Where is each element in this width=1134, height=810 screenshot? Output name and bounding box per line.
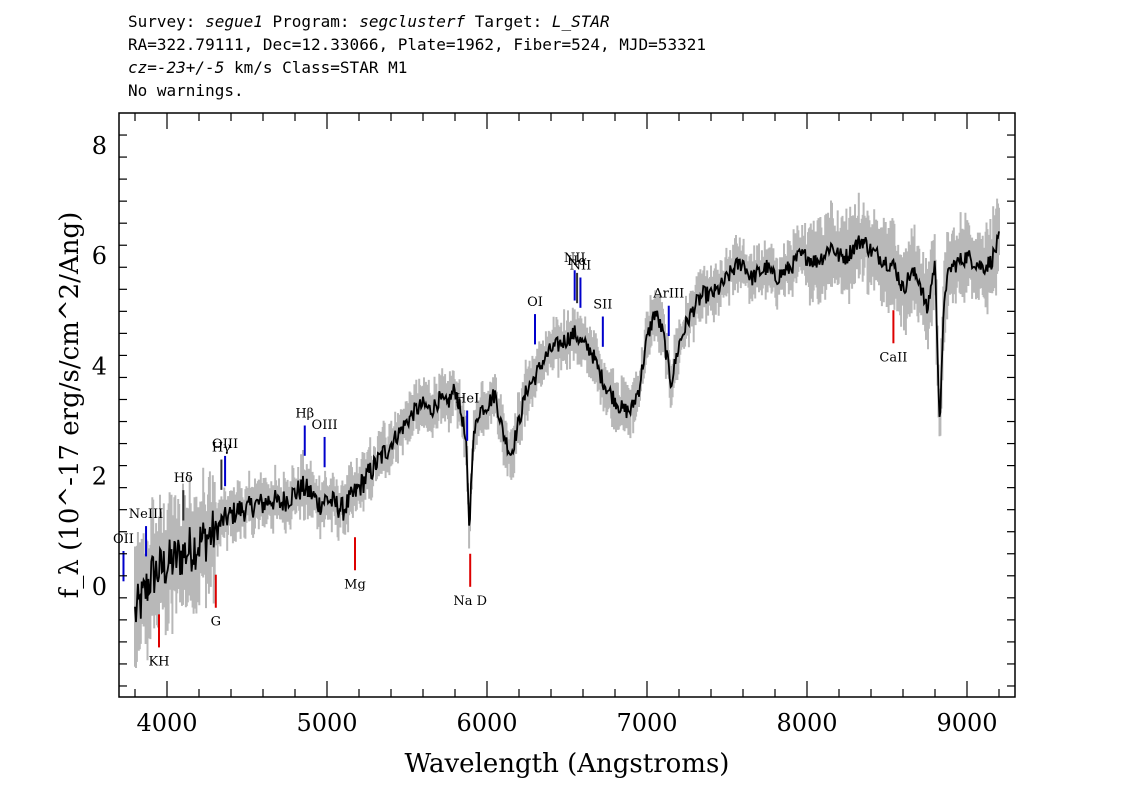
flux-series (134, 231, 1000, 623)
flux-line (134, 231, 1000, 623)
line-label-18: ArIII (652, 287, 684, 302)
line-label-5: OII (113, 532, 134, 547)
x-tick-label: 9000 (936, 709, 997, 737)
y-axis: 0 2 4 6 8 (92, 132, 1015, 687)
plot-frame (118, 112, 1016, 698)
header-survey-line: Survey: segue1 Program: segclusterf Targ… (128, 12, 610, 31)
x-tick-label: 6000 (456, 709, 517, 737)
line-label-16: NII (570, 259, 592, 274)
line-label-14: NII (564, 251, 586, 266)
header-warnings-line: No warnings. (128, 81, 244, 100)
x-tick-label: 8000 (776, 709, 837, 737)
line-label-6: NeIII (129, 507, 163, 522)
line-label-4: CaII (879, 350, 907, 365)
y-tick-label: 6 (92, 242, 107, 270)
line-label-11: OIII (312, 418, 338, 433)
x-tick-label: 7000 (616, 709, 677, 737)
line-label-7: Hδ (174, 471, 193, 486)
line-label-12: HeI (455, 392, 479, 407)
x-axis-label: Wavelength (Angstroms) (405, 749, 730, 779)
line-label-17: SII (593, 298, 612, 313)
y-tick-label: 4 (92, 352, 107, 380)
y-axis-label-text: f_λ (10^-17 erg/s/cm^2/Ang) (55, 212, 85, 598)
header-redshift-line: cz=-23+/-5 km/s Class=STAR M1 (128, 58, 408, 77)
x-tick-label: 5000 (296, 709, 357, 737)
line-label-13: OI (527, 295, 543, 310)
header-coordinates-line: RA=322.79111, Dec=12.33066, Plate=1962, … (128, 35, 706, 54)
line-label-9: OIII (212, 437, 238, 452)
y-tick-label: 8 (92, 132, 107, 160)
line-label-1: G (211, 615, 221, 630)
spectrum-header: Survey: segue1 Program: segclusterf Targ… (128, 10, 706, 102)
y-tick-label: 0 (92, 573, 107, 601)
y-tick-label: 2 (92, 463, 107, 491)
line-label-2: Mg (344, 577, 366, 592)
y-axis-label: f_λ (10^-17 erg/s/cm^2/Ang) (55, 212, 85, 598)
line-label-0: KH (148, 654, 169, 669)
x-axis: 4000 5000 6000 7000 8000 9000 (134, 113, 1000, 737)
line-label-3: Na D (453, 594, 487, 609)
x-tick-label: 4000 (136, 709, 197, 737)
line-label-15: Hα (567, 254, 587, 269)
line-label-8: Hγ (212, 441, 231, 456)
line-label-10: Hβ (295, 406, 314, 421)
